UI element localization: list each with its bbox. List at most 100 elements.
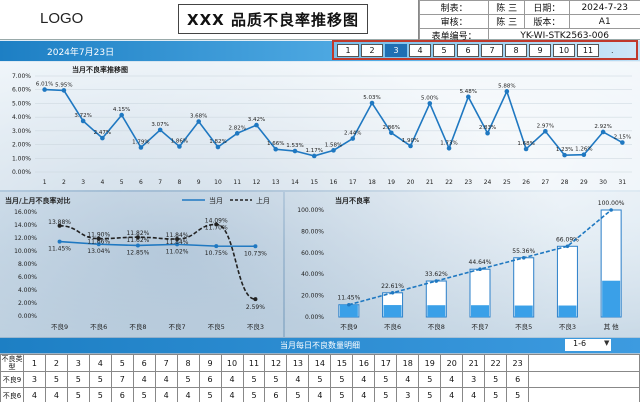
day-button-4[interactable]: 4 [409,43,431,57]
data-label: 1.86% [171,138,188,144]
table-cell-empty [528,387,640,402]
day-button-8[interactable]: 8 [505,43,527,57]
x-tick-label: 其 他 [604,322,620,331]
table-cell[interactable]: 5 [506,387,530,402]
table-cell[interactable]: 5 [132,387,156,402]
day-selector: 1 2 3 4 5 6 7 8 9 10 11. [332,40,638,60]
date-value[interactable]: 2024-7-23 [568,0,640,15]
table-cell[interactable]: 5 [330,371,354,388]
data-label-current: 10.75% [205,250,228,257]
table-cell[interactable]: 4 [220,387,244,402]
y-tick-label: 20.00% [301,293,324,300]
table-cell[interactable]: 4 [352,371,376,388]
table-cell[interactable]: 4 [352,387,376,402]
table-cell[interactable]: 5 [88,387,112,402]
data-label: 1.66% [267,141,284,147]
day-button-6[interactable]: 6 [457,43,479,57]
day-button-3[interactable]: 3 [385,43,407,57]
data-label: 1.23% [556,147,573,153]
table-header-day: 18 [396,354,420,372]
version-value[interactable]: A1 [568,14,640,29]
nav-more[interactable]: . [611,45,614,55]
table-cell[interactable]: 4 [22,387,46,402]
day-button-1[interactable]: 1 [337,43,359,57]
table-header-day: 20 [440,354,464,372]
table-cell[interactable]: 7 [110,371,134,388]
table-cell[interactable]: 6 [506,371,530,388]
data-point [485,130,490,136]
day-button-2[interactable]: 2 [361,43,383,57]
table-cell[interactable]: 4 [132,371,156,388]
y-tick-label: 80.00% [301,228,324,235]
day-button-7[interactable]: 7 [481,43,503,57]
table-cell[interactable]: 3 [462,371,486,388]
table-cell[interactable]: 5 [242,371,266,388]
day-button-9[interactable]: 9 [529,43,551,57]
data-point [234,131,240,136]
table-cell[interactable]: 4 [154,387,178,402]
maker-value[interactable]: 陈 三 [488,0,526,15]
data-label: 5.95% [55,82,72,88]
table-cell[interactable]: 5 [88,371,112,388]
table-cell[interactable]: 4 [154,371,178,388]
cumulative-point [478,267,482,272]
data-point-current [96,242,101,247]
data-point-previous [214,222,219,227]
table-cell[interactable]: 5 [418,371,442,388]
data-point [196,119,201,124]
table-cell[interactable]: 4 [396,371,420,388]
x-tick-label: 19 [387,179,395,186]
table-cell[interactable]: 5 [374,371,398,388]
table-cell[interactable]: 5 [484,371,508,388]
table-cell[interactable]: 4 [286,371,310,388]
table-cell[interactable]: 5 [484,387,508,402]
table-cell[interactable]: 5 [242,387,266,402]
table-cell[interactable]: 5 [308,371,332,388]
table-cell[interactable]: 5 [176,371,200,388]
table-cell[interactable]: 5 [330,387,354,402]
table-cell[interactable]: 3 [396,387,420,402]
daily-defect-rate-chart: 当月不良率推移图 0.00% 1.00% 2.00% 3.00% 4.00% 5.00% 6.… [0,62,640,190]
table-header-day: 1 [22,354,46,372]
table-cell[interactable]: 5 [66,387,90,402]
range-select[interactable]: 1-6 [565,339,611,351]
table-cell[interactable]: 5 [418,387,442,402]
table-cell[interactable]: 5 [198,387,222,402]
table-cell[interactable]: 5 [264,371,288,388]
data-point [119,112,124,118]
data-point [620,140,625,145]
table-cell[interactable]: 4 [220,371,244,388]
cumulative-point [347,302,351,307]
table-cell[interactable]: 4 [44,387,68,402]
day-button-10[interactable]: 10 [553,43,575,57]
x-tick-label: 7 [158,179,162,186]
x-tick-label: 13 [272,179,280,186]
table-cell[interactable]: 4 [176,387,200,402]
x-tick-label: 2 [62,179,66,186]
table-cell[interactable]: 4 [308,387,332,402]
data-label: 2.92% [594,124,611,130]
table-cell[interactable]: 5 [374,387,398,402]
cumulative-point [565,244,570,249]
chevron-down-icon[interactable]: ▼ [604,339,610,347]
table-cell[interactable]: 4 [440,371,464,388]
table-cell[interactable]: 6 [198,371,222,388]
table-cell[interactable]: 4 [440,387,464,402]
data-label: 66.09% [556,236,579,243]
day-button-11[interactable]: 11 [577,43,599,57]
table-cell[interactable]: 6 [264,387,288,402]
table-cell[interactable]: 4 [462,387,486,402]
day-button-5[interactable]: 5 [433,43,455,57]
table-cell[interactable]: 6 [110,387,134,402]
table-cell[interactable]: 5 [44,371,68,388]
table-cell[interactable]: 5 [66,371,90,388]
reviewer-value[interactable]: 陈 三 [488,14,526,29]
x-tick-label: 5 [120,179,124,186]
table-cell[interactable]: 5 [286,387,310,402]
data-label: 1.68% [517,141,534,147]
data-label: 1.53% [286,143,303,149]
table-cell[interactable]: 3 [22,371,46,388]
y-tick-label: 60.00% [301,250,324,257]
table-row: 不良6 4 4 5 5 6 5 4 4 5 4 5 6 5 4 5 4 5 3 5 4 4 5 5 [0,387,640,402]
data-label: 3.07% [151,122,168,128]
